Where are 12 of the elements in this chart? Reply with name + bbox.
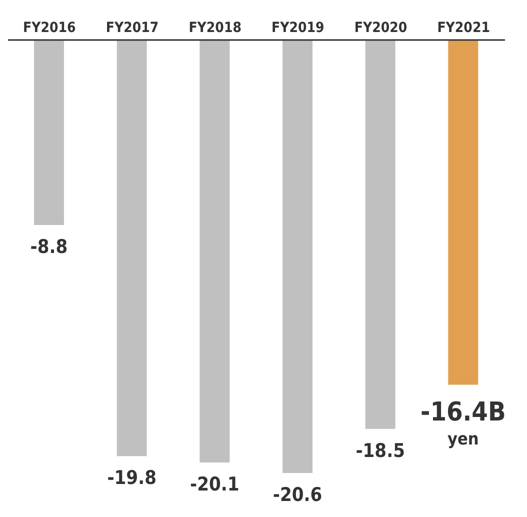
- x-tick-label: FY2018: [188, 20, 242, 36]
- x-tick-label: FY2016: [23, 20, 76, 36]
- data-label: -20.1: [190, 473, 240, 496]
- data-label: -8.8: [30, 236, 68, 258]
- data-label: -20.6: [272, 484, 322, 506]
- data-label: -19.8: [107, 467, 156, 490]
- x-tick-label: FY2017: [106, 20, 159, 36]
- x-tick-label: FY2020: [354, 20, 408, 36]
- x-tick-label: FY2019: [272, 20, 324, 36]
- data-label: -18.5: [356, 440, 405, 462]
- x-tick-label: FY2021: [437, 20, 490, 36]
- data-label: -16.4B yen: [420, 398, 506, 450]
